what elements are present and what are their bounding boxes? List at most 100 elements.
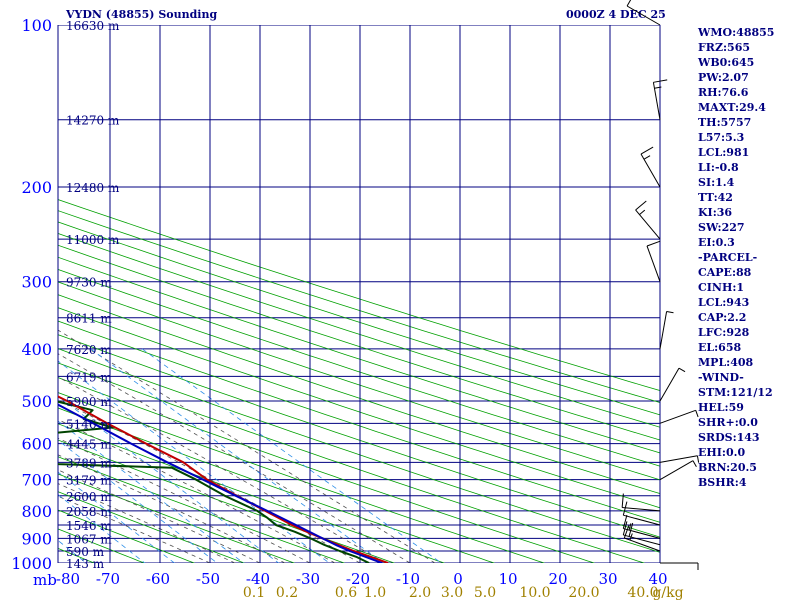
height-label: 590 m xyxy=(66,545,105,559)
mixing-ratio-label: 1.0 xyxy=(364,585,386,600)
dewpoint-trace xyxy=(58,400,370,563)
temperature-tick-label: -60 xyxy=(146,570,170,588)
pressure-label: 600 xyxy=(21,435,52,454)
temperature-tick-label: 0 xyxy=(453,570,463,588)
moist-adiabat xyxy=(58,454,286,563)
temperature-tick-label: 40 xyxy=(648,570,667,588)
mixing-ratio-line xyxy=(58,395,279,563)
wind-barb-flag xyxy=(621,493,624,508)
moist-adiabat xyxy=(58,329,436,563)
valid-time: 0000Z 4 DEC 25 xyxy=(566,8,666,21)
wind-barb-flag xyxy=(654,86,662,89)
height-label: 6719 m xyxy=(66,370,112,384)
stat-item: HEL:59 xyxy=(698,401,744,414)
pressure-label: 300 xyxy=(21,273,52,292)
height-label: 8611 m xyxy=(66,312,112,326)
wind-barb xyxy=(646,245,661,282)
dry-adiabat xyxy=(58,473,295,563)
stat-item: -PARCEL- xyxy=(698,251,758,264)
mixing-ratio-line xyxy=(141,348,442,563)
mixing-ratio-line xyxy=(90,348,384,563)
temperature-tick-label: -80 xyxy=(56,570,80,588)
stat-item: TH:5757 xyxy=(698,116,752,129)
wind-barb xyxy=(659,311,668,349)
dry-adiabat xyxy=(58,392,545,563)
wind-barb xyxy=(659,367,680,402)
mixing-ratio-label: 0.2 xyxy=(276,585,298,600)
wind-barb-flag xyxy=(628,522,634,537)
height-label: 16630 m xyxy=(66,19,120,33)
stat-item: LCL:981 xyxy=(698,146,750,159)
wind-barb xyxy=(659,455,698,463)
wind-barb-flag xyxy=(643,155,651,160)
station-title: VYDN (48855) Sounding xyxy=(66,8,218,21)
mixing-ratio-line xyxy=(58,439,218,563)
temperature-tick-label: 30 xyxy=(598,570,617,588)
height-label: 1067 m xyxy=(66,532,112,546)
mixing-ratio-label: 10.0 xyxy=(519,585,550,600)
height-label: 5900 m xyxy=(66,395,112,409)
temperature-tick-label: 10 xyxy=(498,570,517,588)
stat-item: -WIND- xyxy=(698,371,744,384)
wind-barb-flag xyxy=(635,200,647,211)
pressure-label: 1000 xyxy=(11,554,52,573)
wind-barb xyxy=(626,5,661,26)
height-label: 3789 m xyxy=(66,456,112,470)
stats-panel: WMO:48855 FRZ:565 WB0:645 PW:2.07 RH:76.6 MAX… xyxy=(698,25,774,490)
moist-adiabat xyxy=(58,419,336,563)
dry-adiabat xyxy=(58,362,645,563)
moist-adiabat xyxy=(58,353,411,563)
wind-barb-flag xyxy=(666,310,674,314)
pressure-label: 500 xyxy=(21,392,52,411)
mixing-ratio-line xyxy=(58,471,175,563)
height-label: 3179 m xyxy=(66,474,112,488)
moist-adiabat xyxy=(58,483,236,563)
dry-adiabat xyxy=(58,307,660,509)
stat-item: KI:36 xyxy=(698,206,733,219)
stat-item: LI:-0.8 xyxy=(698,161,739,174)
mixing-ratio-label: 5.0 xyxy=(474,585,496,600)
stat-item: LFC:928 xyxy=(698,326,750,339)
mixing-ratio-label: 0.1 xyxy=(243,585,265,600)
height-label: 2600 m xyxy=(66,490,112,504)
stat-item: MPL:408 xyxy=(698,356,754,369)
stat-item: MAXT:29.4 xyxy=(698,101,766,114)
pressure-unit-label: mb xyxy=(33,571,57,589)
dry-adiabat xyxy=(58,456,345,563)
moist-adiabat xyxy=(58,398,361,563)
stat-item: STM:121/12 xyxy=(698,386,773,399)
stat-item: CINH:1 xyxy=(698,281,745,294)
stat-item: RH:76.6 xyxy=(698,86,749,99)
wind-barb xyxy=(623,534,661,546)
stat-item: BRN:20.5 xyxy=(698,461,757,474)
wind-barb xyxy=(659,409,696,424)
height-label: 143 m xyxy=(66,557,105,571)
stat-item: WB0:645 xyxy=(698,56,755,69)
wind-barb-flag xyxy=(626,0,632,7)
dry-adiabat xyxy=(58,256,660,454)
wind-barb xyxy=(623,514,661,526)
dry-adiabat xyxy=(58,294,660,495)
temperature-tick-label: -70 xyxy=(96,570,120,588)
wind-barb-flag xyxy=(695,410,699,418)
height-label: 1546 m xyxy=(66,519,112,533)
mixing-ratio-label: 20.0 xyxy=(568,585,599,600)
stat-item: WMO:48855 xyxy=(698,26,775,39)
stat-item: SI:1.4 xyxy=(698,176,735,189)
pressure-label: 400 xyxy=(21,340,52,359)
pressure-label: 700 xyxy=(21,471,52,490)
stat-item: EL:658 xyxy=(698,341,742,354)
dry-adiabat xyxy=(58,221,660,416)
dry-adiabat xyxy=(58,348,660,553)
dry-adiabat xyxy=(58,210,660,403)
stat-item: CAP:2.2 xyxy=(698,311,747,324)
wind-barb-flag xyxy=(640,146,654,155)
dry-adiabat xyxy=(58,491,245,563)
wind-barb-flag xyxy=(653,79,668,83)
mixing-ratio-label: 40.0 xyxy=(627,585,658,600)
moist-adiabat xyxy=(58,437,311,563)
parcel-trace xyxy=(58,403,383,563)
stat-item: PW:2.07 xyxy=(698,71,749,84)
height-label: 5146 m xyxy=(66,417,112,431)
